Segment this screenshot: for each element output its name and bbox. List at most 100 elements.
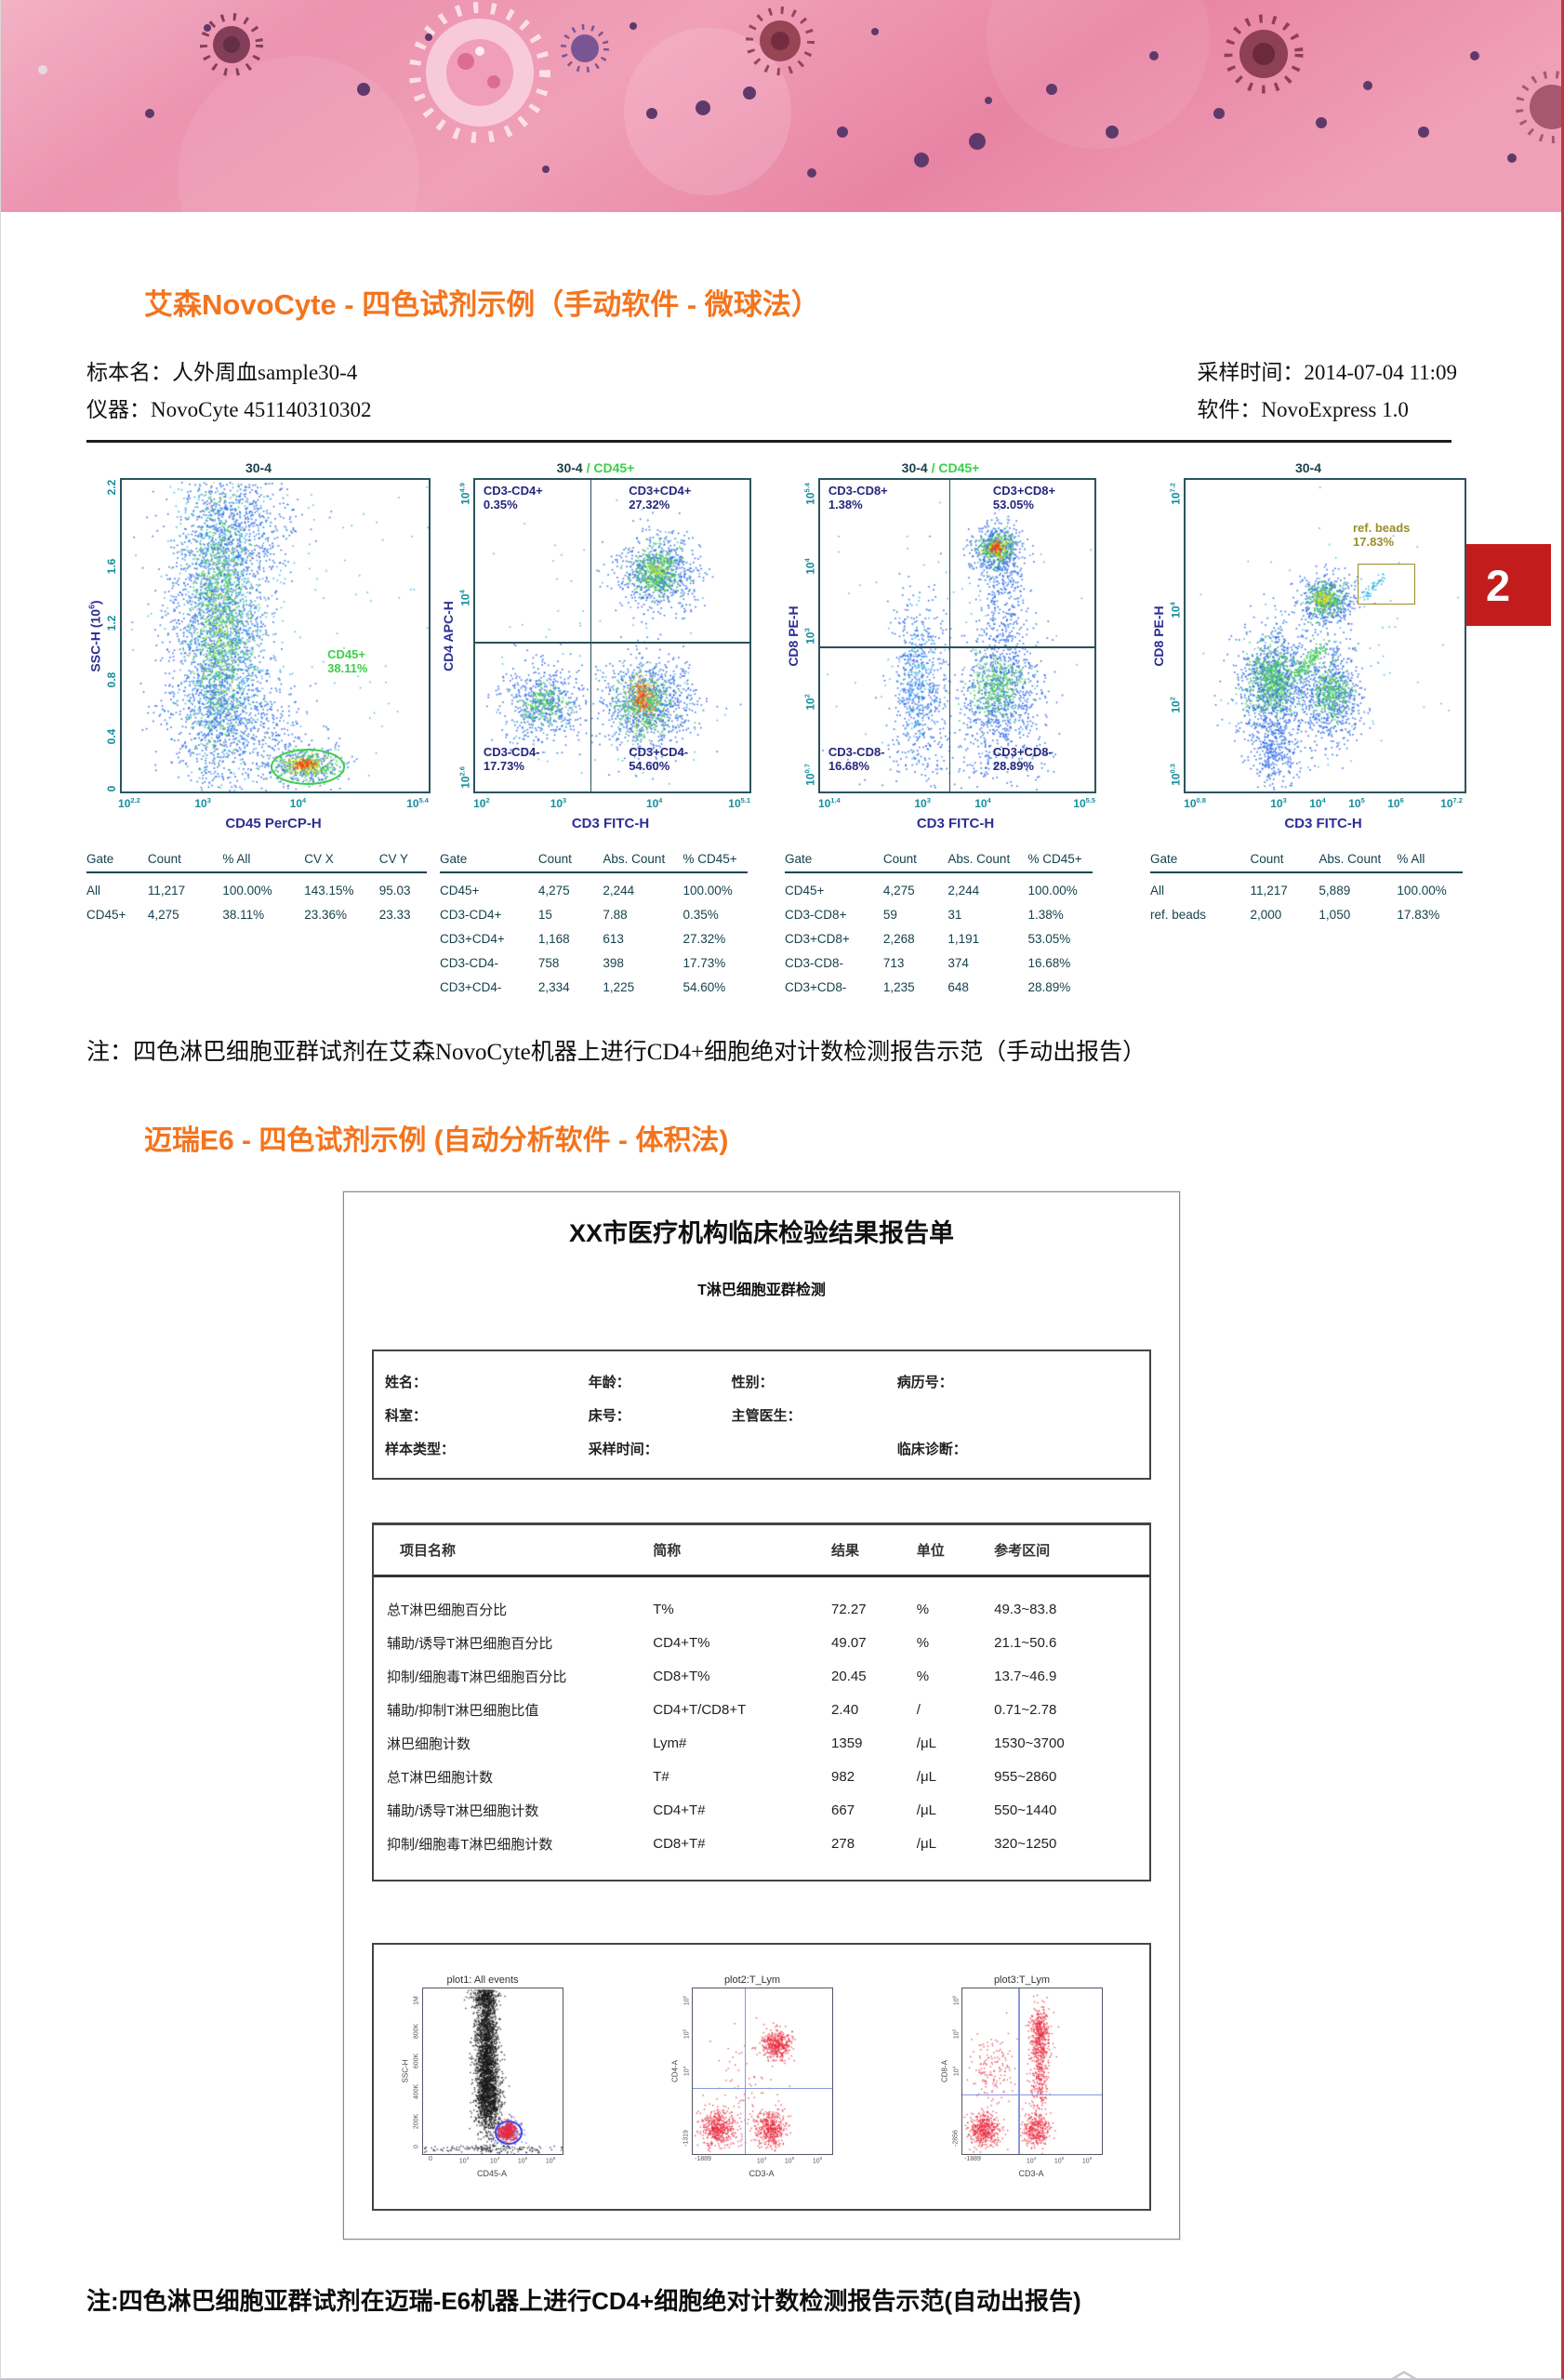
tick-label: 104 [489,2156,500,2165]
y-axis-label: CD4-A [670,2059,679,2083]
tick-label: 0 [413,2145,419,2148]
gate-ellipse [495,2121,523,2146]
gate-table-header: % CD45+ [1027,848,1093,873]
results-header: 简称 [653,1525,832,1577]
gate-table-header: Gate [785,848,883,873]
quadrant-label: CD3+CD4+ 27.32% [629,484,692,512]
virus-icon [1224,14,1304,94]
table-row: ref. beads 2,000 1,050 17.83% [1150,908,1440,922]
quadrant-label: CD3-CD4- 17.73% [483,745,540,774]
patient-field-label: 科室： [385,1407,428,1424]
x-axis-ticks: 102.2 103 104 105.4 [118,793,429,813]
y-axis-label: CD8-A [940,2059,948,2083]
plot-title: 30-4 / CD45+ [901,460,980,475]
gate-table-header: Count [1250,848,1319,873]
clinical-report: XX市医疗机构临床检验结果报告单 T淋巴细胞亚群检测 姓名： 年龄： 性别： 病历号：… [343,1191,1180,2240]
gate-table-1: Gate Count% All CV X CV Y All 11,217 100.00% 14… [86,848,427,922]
patient-field-label: 样本类型： [385,1441,456,1457]
x-axis-label: CD45 PerCP-H [225,816,322,831]
table-row: 辅助/诱导T淋巴细胞百分比 CD4+T% 49.07% 21.1~50.6 [387,1635,1057,1652]
gate-table-4: Gate Count Abs. Count% All All 11,217 5,889 10… [1150,848,1463,922]
tick-label: -1889 [695,2156,711,2162]
tick-label: 100.8 [1184,796,1206,810]
plot-area: CD45+ 38.11% [120,478,431,793]
y-axis-ticks: 1M 800K 600K 400K 200K 0 [410,1988,422,2155]
report-plot-cd4-cd3: plot2:T_Lym CD4-A 106 105 104 -1319 -1889 104 10… [669,1973,835,2181]
plot-area: ref. beads 17.83% [1184,478,1466,793]
flow-plots-row: 30-4 SSC-H (106) 2.2 1.6 1.2 0.8 0.4 0 CD45+ 38.1… [86,458,1466,994]
table-row: CD3+CD8+ 2,268 1,191 53.05% [785,932,1071,946]
tick-label: 100.3 [1168,763,1182,786]
virus-icon [200,13,263,76]
tick-label: 105 [681,2029,691,2040]
tick-label: 800K [413,2023,419,2039]
plot-area [422,1988,563,2155]
table-row: 总T淋巴细胞计数 T# 982/μL 955~2860 [387,1769,1057,1786]
footer: 10 [86,2371,1463,2378]
tick-label: 101.4 [817,796,841,810]
quadrant-label: CD3+CD8+ 53.05% [992,484,1056,512]
virus-icon-large [409,2,550,143]
x-axis-label: CD3 FITC-H [1284,816,1362,831]
tick-label: 105.5 [1073,796,1095,810]
tick-label: 106 [1081,2156,1093,2165]
plot-area [692,1988,833,2155]
table-row: CD3-CD4- 758 398 17.73% [440,956,726,970]
tick-label: 103 [194,796,211,810]
table-row: 淋巴细胞计数 Lym# 1359/μL 1530~3700 [387,1735,1065,1752]
results-table: 项目名称 简称 结果 单位 参考区间 总T淋巴细胞百分比 T% 72.27% 49.3~83.8… [372,1522,1151,1881]
table-row: CD3-CD8- 713 374 16.68% [785,956,1071,970]
gate-table-header: Abs. Count [1319,848,1398,873]
table-row: 抑制/细胞毒T淋巴细胞百分比 CD8+T% 20.45% 13.7~46.9 [387,1669,1057,1685]
y-axis-ticks: 107.2 104 102 100.3 [1166,478,1184,793]
tick-label: 105.4 [406,796,429,810]
page-number: 10 [1374,2371,1434,2378]
table-row: All 11,217 100.00% 143.15% 95.03 [86,884,411,897]
x-axis-label: CD3-A [1018,2169,1044,2178]
tick-label: 106 [545,2156,556,2165]
y-axis-ticks: 105.4 104 103 102 100.7 [801,478,818,793]
y-axis-ticks: 106 105 104 -2856 [949,1988,961,2155]
tick-label: -1319 [683,2130,689,2147]
x-axis-ticks: 100.8 103 104 105 106 107.2 [1184,793,1463,813]
scatter-canvas [820,480,1094,791]
table-row: CD45+ 4,275 2,244 100.00% [440,884,733,897]
tick-label: 400K [413,2083,419,2099]
quadrant-line-vertical [1018,1988,1020,2154]
sampling-time: 采样时间：2014-07-04 11:09 [1197,361,1457,384]
patient-field-label: 床号： [588,1407,630,1424]
tick-label: -1889 [964,2156,981,2162]
tick-label: 102 [473,796,490,810]
y-axis-label: SSC-H [401,2059,409,2083]
quadrant-line-horizontal [475,642,749,644]
section2-title: 迈瑞E6 - 四色试剂示例 (自动分析软件 - 体积法) [144,1125,729,1156]
y-axis-label: CD8 PE-H [785,605,801,667]
scatter-canvas [962,1988,1102,2154]
tick-label: 600K [413,2054,419,2069]
plot-area [961,1988,1103,2155]
tick-label: 103 [914,796,931,810]
patient-info-row: 科室： 床号： 主管医生： [385,1398,1138,1431]
plot-column-4: 30-4 CD8 PE-H 107.2 104 102 100.3 ref. beads 17… [1150,458,1466,994]
y-axis-ticks: 104.9 104 102.6 [456,478,473,793]
plot-area: CD3-CD4+ 0.35% CD3+CD4+ 27.32% CD3-CD4- 17.73… [473,478,751,793]
table-row: CD45+ 4,275 38.11% 23.36% 23.33 [86,908,411,922]
quadrant-label: CD3-CD8- 16.68% [828,745,885,774]
scatter-canvas [475,480,749,791]
table-row: CD3+CD4+ 1,168 613 27.32% [440,932,726,946]
gate-table-header: % All [1397,848,1463,873]
software-name: 软件：NovoExpress 1.0 [1197,398,1409,421]
patient-field-label: 采样时间： [588,1441,658,1457]
gate-table-header: Count [882,848,948,873]
tick-label: 104 [457,590,471,606]
note-2: 注:四色淋巴细胞亚群试剂在迈瑞-E6机器上进行CD4+细胞绝对计数检测报告示范(… [86,2287,1081,2315]
x-axis-ticks: -1889 104 105 106 [692,2155,831,2166]
results-header: 参考区间 [994,1525,1149,1577]
virus-icon [1516,71,1561,143]
scatter-canvas [423,1988,563,2154]
tick-label: 104 [289,796,307,810]
table-row: 辅助/抑制T淋巴细胞比值 CD4+T/CD8+T 2.40/0.71~2.78 [387,1702,1057,1719]
tick-label: 105 [784,2156,795,2165]
patient-field-label: 年龄： [588,1374,630,1390]
quadrant-label: CD3-CD4+ 0.35% [483,484,543,512]
